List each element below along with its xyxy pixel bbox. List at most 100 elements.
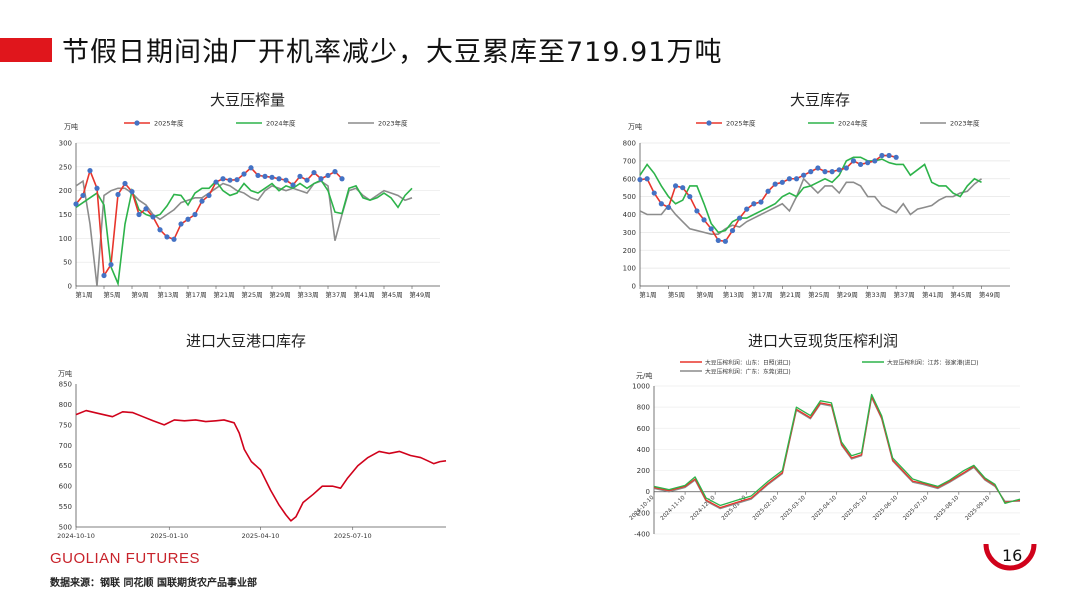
series-point <box>651 190 657 196</box>
series-point <box>715 237 721 244</box>
legend-label: 大豆压榨利润：山东：日照(进口) <box>705 358 791 366</box>
x-tick-label: 2025-04-10 <box>242 532 280 540</box>
series-point <box>297 173 303 179</box>
series-point <box>199 198 205 204</box>
series-point <box>171 236 177 242</box>
x-tick-label: 2025-07-10 <box>334 532 372 540</box>
x-tick-label: 第45周 <box>381 290 402 299</box>
series-point <box>687 194 693 200</box>
x-tick-label: 第41周 <box>922 290 943 299</box>
series-point <box>865 160 871 166</box>
y-tick-label: 850 <box>59 381 72 389</box>
y-tick-label: 400 <box>637 446 650 454</box>
series-point <box>843 165 849 171</box>
x-tick-label: 第13周 <box>723 290 744 299</box>
series-point <box>722 238 728 244</box>
series-line-0 <box>75 409 447 522</box>
y-unit-label: 元/吨 <box>636 371 652 380</box>
series-point <box>283 177 289 183</box>
x-tick-label: 第1周 <box>639 290 656 299</box>
legend-label: 2024年度 <box>838 119 868 128</box>
x-tick-label: 2024-11-10 <box>660 495 687 522</box>
series-point <box>879 152 885 159</box>
legend-label: 2025年度 <box>154 119 184 128</box>
y-tick-label: 700 <box>623 157 636 165</box>
x-tick-label: 第45周 <box>950 290 971 299</box>
chart-title: 进口大豆现货压榨利润 <box>748 332 899 350</box>
series-line-1 <box>653 393 1021 507</box>
x-tick-label: 第25周 <box>241 290 262 299</box>
series-point <box>311 169 317 176</box>
series-line-1 <box>639 156 982 234</box>
y-tick-label: 1000 <box>632 383 650 391</box>
x-tick-label: 第49周 <box>979 290 1000 299</box>
series-point <box>644 176 650 182</box>
series-point <box>672 183 679 189</box>
y-tick-label: 200 <box>623 247 636 255</box>
series-point <box>262 173 268 179</box>
series-point <box>772 181 778 187</box>
y-tick-label: 150 <box>59 211 72 219</box>
series-point <box>332 169 338 175</box>
x-tick-label: 第5周 <box>668 290 685 299</box>
page-number: 16 <box>1002 546 1023 565</box>
y-tick-label: 200 <box>637 467 650 475</box>
series-point <box>290 182 296 188</box>
y-tick-label: -400 <box>634 531 650 539</box>
series-point <box>206 192 212 199</box>
series-line-0 <box>653 395 1021 509</box>
y-tick-label: 650 <box>59 462 72 470</box>
y-tick-label: 250 <box>59 163 72 171</box>
x-tick-label: 第21周 <box>780 290 801 299</box>
series-point <box>80 192 86 199</box>
x-tick-label: 第37周 <box>325 290 346 299</box>
series-point <box>737 215 743 221</box>
y-tick-label: 50 <box>63 259 72 267</box>
series-point <box>269 174 275 180</box>
y-tick-label: 0 <box>632 283 636 291</box>
series-point <box>339 176 345 182</box>
y-tick-label: 300 <box>59 140 72 148</box>
x-tick-label: 2025-03-10 <box>780 495 807 522</box>
y-unit-label: 万吨 <box>628 122 642 131</box>
y-tick-label: 0 <box>68 283 72 291</box>
series-point <box>701 217 707 223</box>
legend-marker <box>706 120 712 126</box>
series-point <box>893 154 899 160</box>
x-tick-label: 2025-05-10 <box>841 495 868 522</box>
chart-title: 大豆压榨量 <box>210 91 286 109</box>
x-tick-label: 第5周 <box>103 290 120 299</box>
series-point <box>241 171 247 177</box>
x-tick-label: 2024-10-10 <box>57 532 95 540</box>
series-point <box>304 177 310 183</box>
y-tick-label: 300 <box>623 229 636 237</box>
x-tick-label: 第49周 <box>409 290 430 299</box>
series-point <box>73 201 79 207</box>
y-unit-label: 万吨 <box>64 122 78 131</box>
chart-panel-inventory: 大豆库存 万吨 0 100 200 300 400 500 600 700 800 第1周 第5周 第9… <box>600 85 1020 305</box>
data-source-note: 数据来源：钢联 同花顺 国联期货农产品事业部 <box>50 578 257 589</box>
series-point <box>164 234 170 240</box>
series-point <box>122 180 128 187</box>
page-arc-decoration <box>983 543 1037 571</box>
x-tick-label: 2024-10-10 <box>629 495 656 522</box>
y-tick-label: 600 <box>637 425 650 433</box>
series-point <box>276 176 282 182</box>
series-point <box>815 165 821 171</box>
series-point <box>751 201 757 207</box>
x-tick-label: 第29周 <box>269 290 290 299</box>
series-point <box>765 188 771 194</box>
series-point <box>234 177 240 183</box>
y-tick-label: 750 <box>59 421 72 429</box>
series-point <box>872 158 878 164</box>
y-unit-label: 万吨 <box>58 369 72 378</box>
x-tick-label: 第29周 <box>837 290 858 299</box>
series-point <box>822 169 828 175</box>
series-line-0 <box>75 166 343 278</box>
x-tick-label: 第41周 <box>353 290 374 299</box>
series-point <box>758 199 764 205</box>
page-title: 节假日期间油厂开机率减少，大豆累库至719.91万吨 <box>62 37 723 68</box>
series-point <box>694 208 700 214</box>
x-tick-label: 第33周 <box>865 290 886 299</box>
series-line-1 <box>75 179 413 287</box>
